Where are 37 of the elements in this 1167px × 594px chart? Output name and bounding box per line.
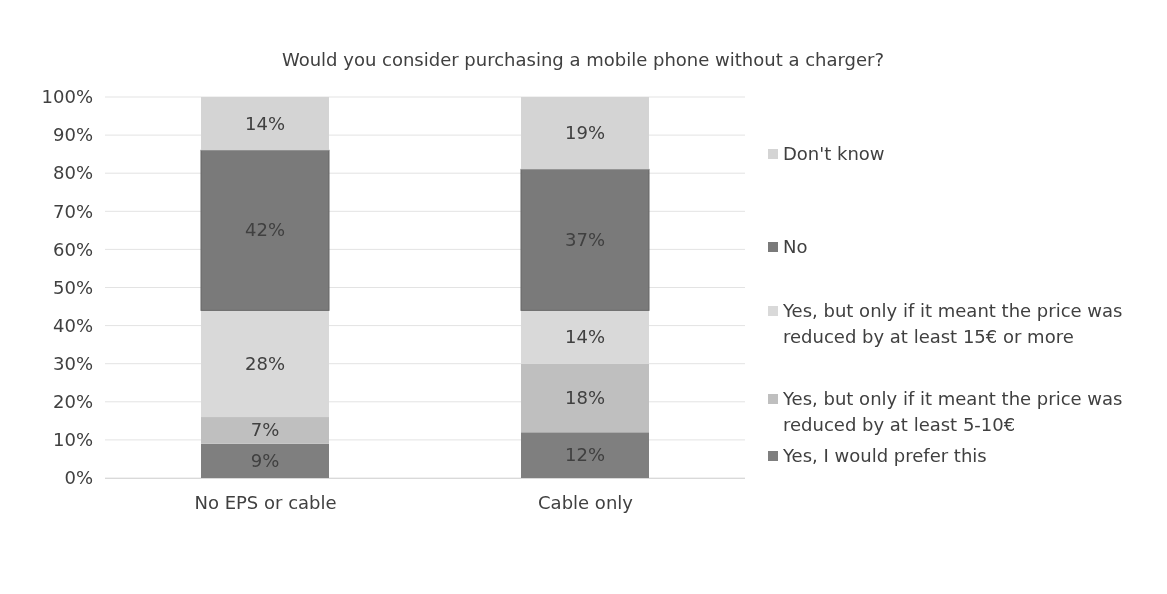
bar bbox=[521, 432, 649, 478]
data-label: 18% bbox=[564, 386, 606, 408]
data-label: 7% bbox=[250, 419, 280, 441]
y-tick-label: 10% bbox=[52, 429, 93, 451]
x-tick-label: No EPS or cable bbox=[194, 491, 337, 513]
data-label: 12% bbox=[564, 444, 606, 466]
data-label: 14% bbox=[564, 326, 606, 348]
data-label: 28% bbox=[244, 352, 286, 374]
legend-label: Yes, but only if it meant the price was reduced by at least 5-10€ bbox=[782, 388, 1123, 435]
y-tick-label: 0% bbox=[64, 467, 93, 489]
bar bbox=[520, 168, 650, 311]
legend-label: Yes, but only if it meant the price was reduced by at least 15€ or more bbox=[782, 300, 1123, 347]
bar bbox=[200, 149, 330, 311]
data-label: 9% bbox=[250, 449, 280, 471]
y-tick-label: 30% bbox=[52, 352, 93, 374]
chart-title: Would you consider purchasing a mobile phone without a charger? bbox=[281, 49, 885, 70]
legend-label: Don't know bbox=[783, 143, 885, 164]
data-label: 37% bbox=[564, 228, 606, 250]
y-tick-label: 60% bbox=[52, 238, 93, 260]
x-tick-label: Cable only bbox=[538, 491, 634, 513]
bar bbox=[201, 97, 329, 151]
data-label: 42% bbox=[244, 219, 286, 241]
bar bbox=[521, 97, 649, 170]
legend-label: Yes, I would prefer this bbox=[782, 445, 987, 466]
y-tick-label: 70% bbox=[52, 200, 93, 222]
bar bbox=[521, 363, 649, 433]
data-label: 19% bbox=[564, 122, 606, 144]
y-tick-label: 20% bbox=[52, 391, 93, 413]
data-label: 14% bbox=[244, 112, 286, 134]
y-tick-label: 90% bbox=[52, 124, 93, 146]
y-tick-label: 50% bbox=[52, 276, 93, 298]
y-tick-label: 100% bbox=[41, 86, 93, 108]
bar bbox=[201, 417, 329, 444]
y-tick-label: 80% bbox=[52, 162, 93, 184]
legend-label: No bbox=[783, 236, 808, 257]
y-tick-label: 40% bbox=[52, 314, 93, 336]
bar bbox=[201, 443, 329, 478]
